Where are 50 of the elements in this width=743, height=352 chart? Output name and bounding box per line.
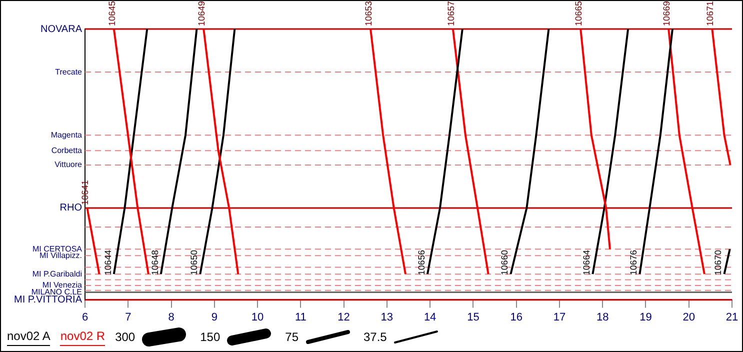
x-tick-label: 7 xyxy=(125,311,132,324)
ref-line-label: MI Venezia xyxy=(42,280,83,290)
text: nov02 A xyxy=(7,328,50,346)
ref-line-label: Magenta xyxy=(50,130,83,140)
x-tick-label: 16 xyxy=(510,311,522,324)
text: nov02 R xyxy=(60,328,106,346)
x-tick-label: 17 xyxy=(553,311,566,324)
text: 75 xyxy=(285,330,298,344)
x-tick-label: 13 xyxy=(380,311,394,324)
text: 10648 xyxy=(150,250,160,276)
text: 10657 xyxy=(446,0,456,26)
x-tick-label: 20 xyxy=(682,311,695,324)
x-tick-label: 21 xyxy=(726,311,738,324)
text: 10660 xyxy=(500,250,510,276)
ref-line-label: MI Villapizz. xyxy=(39,250,82,260)
x-tick-label: 19 xyxy=(640,311,652,324)
text: 10653 xyxy=(364,0,374,26)
text: 300 xyxy=(115,330,136,344)
x-tick-label: 6 xyxy=(82,311,88,324)
text: 150 xyxy=(200,330,220,344)
ref-line-label: Trecate xyxy=(55,67,83,76)
x-tick-label: 10 xyxy=(251,311,264,324)
x-tick-label: 15 xyxy=(467,311,480,324)
text: 10650 xyxy=(189,250,200,276)
text: 10671 xyxy=(705,0,716,26)
ref-line-label: Vittuore xyxy=(54,160,83,170)
text: 10670 xyxy=(713,250,724,276)
text: 10656 xyxy=(416,250,426,276)
ref-line-label: RHO xyxy=(60,202,82,214)
ref-line-label: MI P.VITTORIA xyxy=(14,294,82,306)
ref-line-label: MI CERTOSA xyxy=(32,244,83,254)
text: 10676 xyxy=(628,250,639,276)
ref-line-label: MILANO C.LE xyxy=(31,287,82,296)
x-tick-label: 18 xyxy=(596,311,609,324)
text: 10664 xyxy=(582,250,592,276)
text: 10649 xyxy=(196,0,207,26)
ref-line-label: MI P.Garibaldi xyxy=(32,269,82,278)
text: 10641 xyxy=(80,180,90,205)
x-tick-label: 8 xyxy=(168,311,174,324)
x-tick-label: 9 xyxy=(211,311,218,324)
text: 10645 xyxy=(106,0,117,26)
text: 10644 xyxy=(102,250,113,276)
text: 37.5 xyxy=(364,330,387,344)
x-tick-label: 14 xyxy=(424,311,436,324)
text: 10665 xyxy=(574,0,584,26)
ref-line-label: Corbetta xyxy=(51,146,83,155)
text: 10669 xyxy=(662,0,672,26)
ref-line-label: NOVARA xyxy=(40,24,82,35)
x-tick-label: 12 xyxy=(338,311,350,324)
x-tick-label: 11 xyxy=(294,311,306,324)
